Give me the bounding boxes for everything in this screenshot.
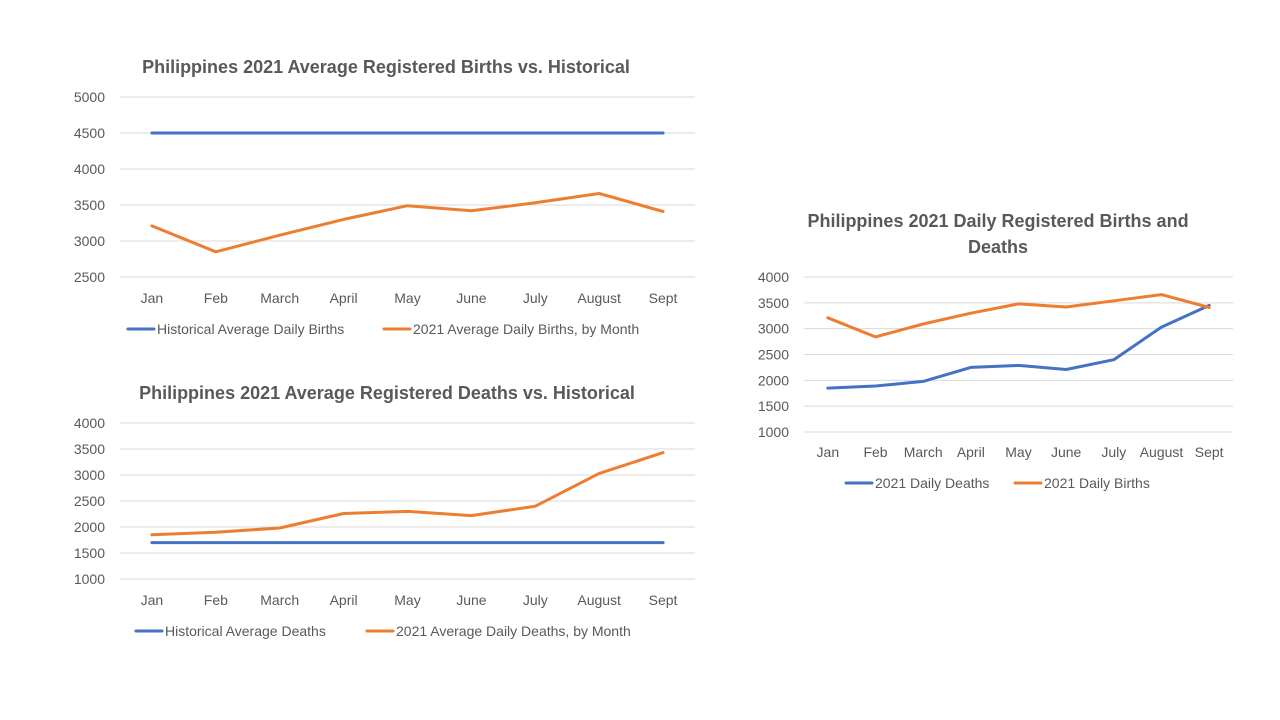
y-tick-label: 4000	[74, 161, 105, 177]
y-tick-label: 3500	[758, 295, 789, 311]
chart-title: Deaths	[968, 237, 1028, 257]
x-tick-label: June	[456, 290, 487, 306]
y-tick-label: 1500	[758, 398, 789, 414]
x-tick-label: Feb	[863, 444, 887, 460]
legend-label: Historical Average Deaths	[165, 623, 326, 639]
y-tick-label: 5000	[74, 89, 105, 105]
x-tick-label: Sept	[649, 290, 678, 306]
x-tick-label: March	[904, 444, 943, 460]
x-tick-label: August	[577, 290, 621, 306]
y-tick-label: 2500	[74, 269, 105, 285]
y-tick-label: 2500	[74, 493, 105, 509]
legend-label: 2021 Daily Births	[1044, 475, 1150, 491]
y-tick-label: 3000	[74, 233, 105, 249]
y-tick-label: 1000	[758, 424, 789, 440]
series-line	[150, 451, 665, 537]
deaths-chart: Philippines 2021 Average Registered Deat…	[74, 383, 695, 639]
x-tick-label: April	[330, 290, 358, 306]
series-line	[826, 293, 1211, 339]
y-tick-label: 2500	[758, 347, 789, 363]
births-chart: Philippines 2021 Average Registered Birt…	[74, 57, 695, 337]
y-tick-label: 3500	[74, 197, 105, 213]
x-tick-label: Jan	[141, 290, 164, 306]
y-tick-label: 3500	[74, 441, 105, 457]
x-tick-label: Feb	[204, 592, 228, 608]
x-tick-label: April	[330, 592, 358, 608]
x-tick-label: August	[577, 592, 621, 608]
series-line	[150, 192, 665, 254]
x-tick-label: May	[394, 592, 420, 608]
x-tick-label: Sept	[649, 592, 678, 608]
x-tick-label: March	[260, 290, 299, 306]
x-tick-label: July	[523, 592, 548, 608]
x-tick-label: Feb	[204, 290, 228, 306]
legend-label: 2021 Daily Deaths	[875, 475, 989, 491]
legend-label: Historical Average Daily Births	[157, 321, 344, 337]
y-tick-label: 4000	[758, 269, 789, 285]
x-tick-label: April	[957, 444, 985, 460]
y-tick-label: 3000	[758, 321, 789, 337]
series-line	[826, 303, 1211, 390]
y-tick-label: 2000	[758, 372, 789, 388]
y-tick-label: 4500	[74, 125, 105, 141]
x-tick-label: May	[1005, 444, 1031, 460]
x-tick-label: May	[394, 290, 420, 306]
chart-title: Philippines 2021 Average Registered Deat…	[139, 383, 635, 403]
chart-title: Philippines 2021 Average Registered Birt…	[142, 57, 630, 77]
y-tick-label: 1000	[74, 571, 105, 587]
births-deaths-chart: Philippines 2021 Daily Registered Births…	[758, 211, 1233, 491]
x-tick-label: June	[1051, 444, 1082, 460]
x-tick-label: June	[456, 592, 487, 608]
x-tick-label: Jan	[141, 592, 164, 608]
y-tick-label: 4000	[74, 415, 105, 431]
x-tick-label: Jan	[817, 444, 840, 460]
x-tick-label: July	[1101, 444, 1126, 460]
x-tick-label: Sept	[1195, 444, 1224, 460]
x-tick-label: March	[260, 592, 299, 608]
y-tick-label: 2000	[74, 519, 105, 535]
legend-label: 2021 Average Daily Births, by Month	[413, 321, 639, 337]
y-tick-label: 3000	[74, 467, 105, 483]
y-tick-label: 1500	[74, 545, 105, 561]
x-tick-label: August	[1140, 444, 1184, 460]
legend-label: 2021 Average Daily Deaths, by Month	[396, 623, 631, 639]
x-tick-label: July	[523, 290, 548, 306]
chart-title: Philippines 2021 Daily Registered Births…	[807, 211, 1188, 231]
